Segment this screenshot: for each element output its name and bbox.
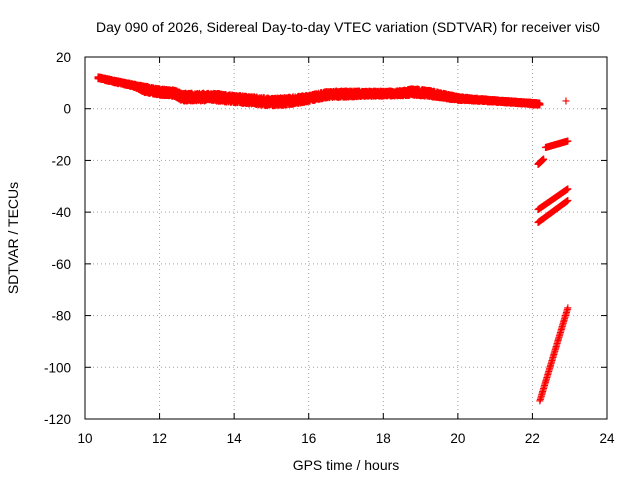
data-points — [94, 73, 572, 405]
grid-lines — [85, 57, 607, 419]
chart-title: Day 090 of 2026, Sidereal Day-to-day VTE… — [96, 19, 600, 35]
